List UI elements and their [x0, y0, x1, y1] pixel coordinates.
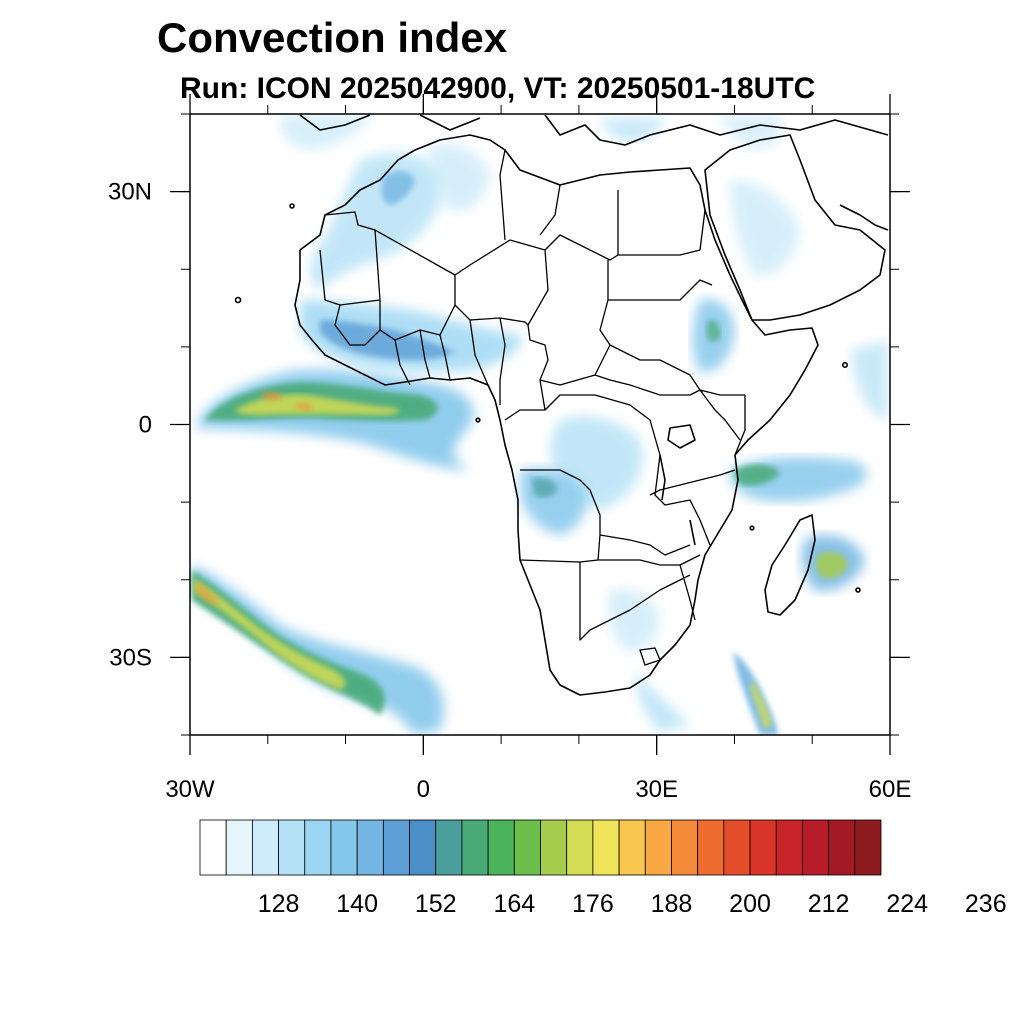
colorbar-box [723, 819, 751, 876]
field-med-east [600, 118, 665, 142]
coastlines [234, 114, 889, 696]
colorbar-box [356, 819, 384, 876]
lake-tanganyika [659, 454, 666, 501]
colorbar-box [304, 819, 332, 876]
field-west-africa-core [320, 320, 455, 360]
colorbar-box [618, 819, 646, 876]
field-madagascar-east-core [815, 551, 848, 579]
field-atlantic-itcz-max [260, 391, 313, 411]
colorbar-box [435, 819, 463, 876]
colorbar-label: 200 [729, 890, 771, 918]
field-sw-indian [635, 670, 690, 732]
colorbar-box [225, 819, 253, 876]
colorbar-label: 188 [651, 890, 693, 918]
colorbar-box [644, 819, 672, 876]
border-lines [319, 149, 746, 666]
field-indian-ocean-core [734, 464, 780, 486]
colorbar-box [802, 819, 830, 876]
colorbar-box [749, 819, 777, 876]
page-subtitle: Run: ICON 2025042900, VT: 20250501-18UTC [180, 72, 816, 105]
colorbar-box [278, 819, 306, 876]
island-mauritius [855, 587, 861, 593]
island-canary [289, 203, 295, 209]
colorbar-box [513, 819, 541, 876]
lon-tick-label: 60E [869, 776, 912, 803]
field-se-africa [608, 588, 660, 651]
page-title: Convection index [157, 14, 508, 61]
europe-coastline [299, 114, 889, 146]
field-nw-africa-core [381, 170, 415, 205]
colorbar-box [671, 819, 699, 876]
lat-tick-label: 0 [139, 412, 152, 439]
island-sao-tome [475, 417, 481, 423]
colorbar-label: 176 [572, 890, 614, 918]
colorbar-label: 164 [493, 890, 535, 918]
colorbar-box [592, 819, 620, 876]
field-south-atlantic-front [192, 565, 444, 735]
iran-coastline [839, 204, 889, 231]
colorbar-box [251, 819, 279, 876]
colorbar-box [487, 819, 515, 876]
africa-coastline [294, 134, 819, 696]
field-ethiopia-core [706, 319, 721, 342]
field-south-atlantic-front-max [196, 582, 220, 605]
field-arabia-north [720, 115, 782, 150]
colorbar-label: 128 [258, 890, 300, 918]
field-north-africa [429, 143, 490, 211]
madagascar-coastline [764, 514, 816, 616]
lat-tick-label: 30S [109, 644, 152, 671]
colorbar-box [828, 819, 856, 876]
field-arabia [730, 180, 800, 276]
colorbar-box [566, 819, 594, 876]
colorbar-labels: 128 140 152 164 176 188 200 212 224 236 [258, 890, 1007, 918]
colorbar-box [382, 819, 410, 876]
island-socotra [841, 361, 848, 368]
island-comoros [749, 525, 755, 531]
colorbar-label: 236 [965, 890, 1007, 918]
field-nw-africa [310, 153, 443, 290]
colorbar-box [854, 819, 882, 876]
island-cape-verde [234, 296, 242, 304]
arabia-coastline [704, 134, 886, 321]
lake-malawi [689, 519, 696, 546]
field-angola-core [532, 477, 558, 498]
lon-tick-label: 30E [635, 776, 678, 803]
field-south-atlantic-front-peak [194, 578, 346, 690]
colorbar-label: 224 [886, 890, 928, 918]
field-indian-east [850, 340, 888, 420]
colorbar-box [461, 819, 489, 876]
field-south-atlantic-front-core [192, 570, 385, 715]
map-ticks [170, 94, 910, 755]
colorbar-box [409, 819, 437, 876]
colorbar-label: 140 [336, 890, 378, 918]
colorbar [199, 819, 882, 876]
lon-tick-label: 0 [417, 776, 430, 803]
country-borders [319, 149, 746, 666]
colorbar-box [540, 819, 568, 876]
colorbar-label: 152 [415, 890, 457, 918]
colorbar-box [330, 819, 358, 876]
convection-field [192, 115, 888, 735]
lake-victoria [667, 424, 696, 449]
colorbar-box [199, 819, 227, 876]
map-tick-labels: 30W 0 30E 60E 30N 0 30S [108, 179, 911, 803]
lat-tick-label: 30N [108, 179, 152, 206]
colorbar-box [697, 819, 725, 876]
field-se-front-core [750, 680, 772, 730]
colorbar-label: 212 [808, 890, 850, 918]
colorbar-box [775, 819, 803, 876]
lon-tick-label: 30W [165, 776, 215, 803]
